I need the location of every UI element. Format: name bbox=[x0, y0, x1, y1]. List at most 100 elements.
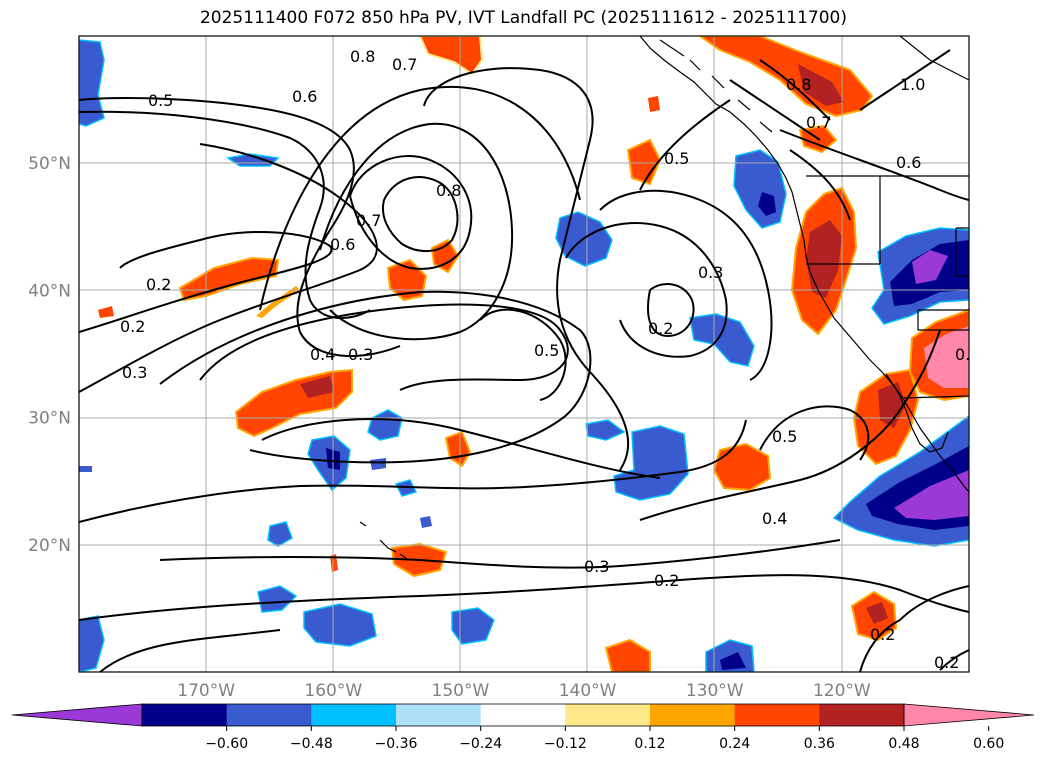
contour-0.2-southeast bbox=[899, 585, 969, 621]
neg-fill-coast-bc-core bbox=[758, 192, 776, 216]
pos-fill-small-c bbox=[648, 96, 660, 112]
neg-fill-south-d bbox=[79, 615, 105, 672]
contour-0.3-trough-outer bbox=[599, 189, 773, 381]
neg-fill-small-c bbox=[267, 521, 293, 547]
longitude-label: 120°W bbox=[813, 681, 871, 701]
contour-0.3-midlat bbox=[79, 419, 747, 523]
contour-label: 0.6 bbox=[896, 153, 921, 172]
contour-0.6-north bbox=[79, 110, 371, 320]
contour-0.7-north bbox=[729, 79, 821, 141]
contour-0.2-south bbox=[79, 574, 969, 621]
map-frame bbox=[78, 35, 970, 673]
colorbar-bin bbox=[819, 704, 905, 726]
border-state-c bbox=[955, 227, 969, 277]
border-mexico bbox=[903, 395, 969, 399]
contour-label: 0.3 bbox=[122, 363, 147, 382]
contour-label: 0.3 bbox=[698, 263, 723, 282]
neg-fill-south-a bbox=[257, 585, 298, 613]
positive-pv-fills bbox=[98, 36, 969, 672]
contour-0.6-north-east bbox=[779, 129, 969, 201]
colorbar-tick-label: 0.24 bbox=[719, 736, 750, 752]
contour-label: 0.2 bbox=[120, 317, 145, 336]
contour-label: 0.3 bbox=[584, 557, 609, 576]
pos-fill-small bbox=[626, 138, 662, 186]
pos-fill-coast-ca-core bbox=[806, 220, 842, 298]
contour-0.4-midlat bbox=[261, 418, 661, 479]
latitude-label: 20°N bbox=[28, 536, 71, 556]
contour-label: 0.5 bbox=[664, 149, 689, 168]
coastline-baja-east bbox=[885, 373, 949, 453]
border-state-d bbox=[917, 309, 969, 331]
contour-0.5-southeast bbox=[759, 405, 870, 461]
map-title: 2025111400 F072 850 hPa PV, IVT Landfall… bbox=[199, 8, 847, 28]
contour-label: 0.2 bbox=[648, 319, 673, 338]
contour-0.5-trough bbox=[479, 308, 567, 401]
pos-fill-tropic-c bbox=[604, 638, 651, 672]
neg-fill-south-b bbox=[303, 603, 377, 647]
contour-labels: 0.5 0.6 0.8 0.7 0.8 0.6 0.7 0.2 0.2 0.3 … bbox=[120, 47, 969, 672]
pos-fill-gulf-alaska-a bbox=[418, 36, 484, 76]
colorbar-tick-label: −0.36 bbox=[375, 736, 418, 752]
contour-0.8-north bbox=[759, 59, 831, 121]
colorbar-bin bbox=[565, 704, 651, 726]
colorbar-tick-label: 0.12 bbox=[634, 736, 665, 752]
contour-label: 0.5 bbox=[148, 91, 173, 110]
coastlines bbox=[359, 36, 969, 559]
longitude-label: 150°W bbox=[432, 681, 490, 701]
neg-fill-nw-corner bbox=[79, 39, 105, 127]
contour-0.3-central bbox=[159, 290, 592, 464]
neg-fill-small-b bbox=[394, 479, 418, 497]
contour-label: 0.3 bbox=[348, 345, 373, 364]
pos-fill-offshore-subtropic bbox=[712, 442, 772, 492]
latitude-label: 50°N bbox=[28, 154, 71, 174]
colorbar-tick-label: 0.48 bbox=[888, 736, 919, 752]
contour-0.4-southeast bbox=[639, 329, 941, 521]
colorbar-bin bbox=[396, 704, 482, 726]
colorbar-tick-label: −0.48 bbox=[290, 736, 333, 752]
contour-0.5-main bbox=[423, 67, 629, 471]
colorbar-bin bbox=[142, 704, 228, 726]
contour-label: 0.5 bbox=[772, 427, 797, 446]
contour-label: 0.6 bbox=[330, 235, 355, 254]
contour-0.2-trough bbox=[647, 283, 695, 338]
contour-0.3-south bbox=[159, 539, 841, 569]
neg-fill-small-f bbox=[370, 458, 386, 470]
colorbar-bin bbox=[734, 704, 820, 726]
contour-label: 1.0 bbox=[900, 75, 925, 94]
hawaii-islands bbox=[359, 521, 407, 559]
contour-label: 0.7 bbox=[356, 211, 381, 230]
contour-0.2-east bbox=[859, 619, 901, 672]
map-plot-area: 0.5 0.6 0.8 0.7 0.8 0.6 0.7 0.2 0.2 0.3 … bbox=[79, 36, 969, 672]
contour-0.4-central bbox=[199, 303, 569, 391]
neg-fill-small-e bbox=[420, 516, 432, 528]
latitude-label: 30°N bbox=[28, 409, 71, 429]
neg-fill-subtropics-d bbox=[613, 425, 689, 501]
contour-label: 0.2 bbox=[146, 275, 171, 294]
colorbar-tick-label: −0.12 bbox=[544, 736, 587, 752]
pos-fill-mid-d-core bbox=[300, 376, 334, 398]
pos-fill-small-b bbox=[98, 306, 114, 318]
contour-0.6-ridge-outer bbox=[319, 122, 514, 341]
ivt-contours bbox=[79, 49, 969, 672]
neg-fill-small-d bbox=[79, 466, 92, 472]
pos-fill-alaska-coast-core bbox=[798, 64, 844, 106]
coastline-alaska-panhandle bbox=[639, 36, 969, 493]
colorbar-bin bbox=[311, 704, 397, 726]
colorbar-tick-label: 0.36 bbox=[804, 736, 835, 752]
neg-fill-mexico-coast-min bbox=[894, 470, 969, 520]
longitude-label: 160°W bbox=[304, 681, 362, 701]
contour-label: 0.2 bbox=[654, 571, 679, 590]
contour-0.5-ridge-outer bbox=[259, 85, 581, 311]
contour-0.2-alaska bbox=[639, 99, 731, 191]
contour-label: 0.5 bbox=[534, 341, 559, 360]
colorbar-tick-label: −0.60 bbox=[205, 736, 248, 752]
contour-0.3-west bbox=[79, 143, 378, 393]
colorbar: −0.60 −0.48 −0.36 −0.24 −0.12 0.12 0.24 0.36 0.4… bbox=[11, 703, 1035, 752]
longitude-label: 170°W bbox=[177, 681, 235, 701]
latitude-label: 40°N bbox=[28, 281, 71, 301]
coastline-alaska-islands bbox=[659, 39, 773, 133]
pos-fill-mid-c bbox=[430, 238, 460, 274]
contour-label: 0.8 bbox=[350, 47, 375, 66]
contour-0.2-south-outer bbox=[99, 629, 281, 672]
